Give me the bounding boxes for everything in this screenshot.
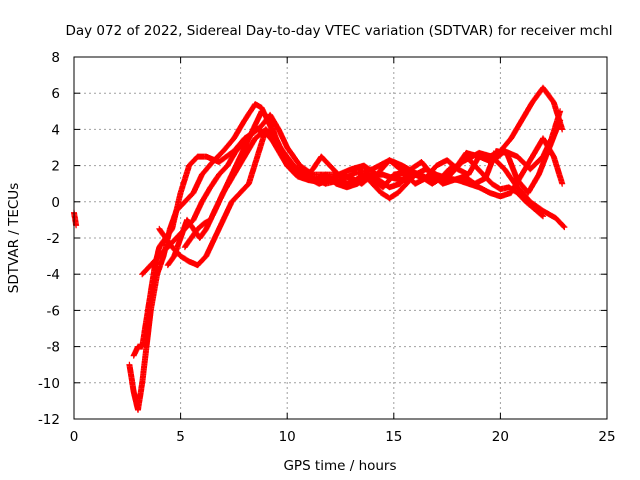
series-track-b: [130, 126, 568, 359]
x-tick-label: 0: [70, 429, 79, 445]
y-axis-label: SDTVAR / TECUs: [6, 183, 22, 293]
plot-frame: [73, 56, 608, 420]
x-axis-label: GPS time / hours: [283, 458, 396, 474]
data-points: [126, 84, 566, 413]
series-track-c: [139, 108, 564, 278]
data-points: [181, 108, 546, 251]
y-tick-label: 8: [51, 50, 60, 66]
y-tick-label: -4: [47, 267, 60, 283]
y-tick-label: 6: [51, 86, 60, 102]
y-tick-label: 4: [51, 122, 60, 138]
y-tick-label: -8: [47, 340, 60, 356]
series-track-d: [156, 117, 564, 269]
y-tick-label: 2: [51, 159, 60, 175]
grid-lines: [74, 57, 607, 419]
x-tick-label: 10: [279, 429, 296, 445]
y-tick-label: -12: [38, 412, 60, 428]
x-tick-label: 5: [176, 429, 185, 445]
series-track-a: [126, 84, 566, 413]
data-points: [156, 117, 564, 269]
tick-labels: 0 5 10 15 20 25 -12 -10 -8 -6 -4 -2 0 2 4 6 8: [38, 50, 616, 445]
chart-title: Day 072 of 2022, Sidereal Day-to-day VTE…: [65, 23, 612, 39]
data-points: [71, 209, 80, 229]
data-points: [139, 108, 564, 278]
series-arc-start: [71, 209, 80, 229]
x-tick-label: 15: [385, 429, 402, 445]
y-tick-label: -2: [47, 231, 60, 247]
plot-area: [71, 84, 568, 413]
x-tick-label: 25: [598, 429, 615, 445]
y-tick-label: -10: [38, 376, 60, 392]
series-track-f: [181, 108, 546, 251]
y-tick-label: -6: [47, 303, 60, 319]
data-points: [130, 126, 568, 359]
x-tick-label: 20: [492, 429, 509, 445]
y-tick-label: 0: [51, 195, 60, 211]
